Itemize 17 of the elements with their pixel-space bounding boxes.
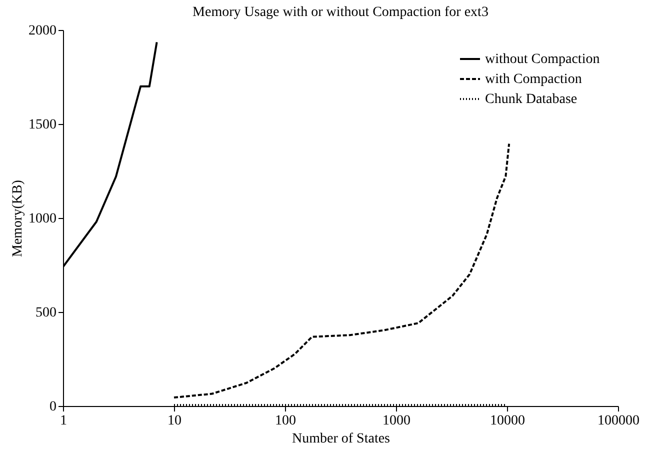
x-tick-label: 1000 (382, 414, 410, 428)
y-tick-label: 0 (50, 400, 56, 414)
x-tick-label: 1 (60, 414, 67, 428)
legend-label: Chunk Database (485, 92, 578, 107)
x-axis-title: Number of States (292, 432, 390, 446)
legend-label: with Compaction (485, 72, 582, 87)
x-tick-label: 10 (168, 414, 182, 428)
chart-title: Memory Usage with or without Compaction for ext3 (192, 5, 488, 20)
y-axis-title: Memory(KB) (10, 180, 26, 257)
y-tick-label: 500 (36, 306, 56, 320)
x-tick-label: 100 (275, 414, 296, 428)
x-tick-label: 10000 (490, 414, 525, 428)
y-tick-label: 1500 (28, 118, 56, 132)
x-tick-label: 100000 (598, 414, 640, 428)
y-tick-label: 2000 (28, 24, 56, 38)
legend-label: without Compaction (485, 52, 600, 67)
y-tick-label: 1000 (28, 212, 56, 226)
